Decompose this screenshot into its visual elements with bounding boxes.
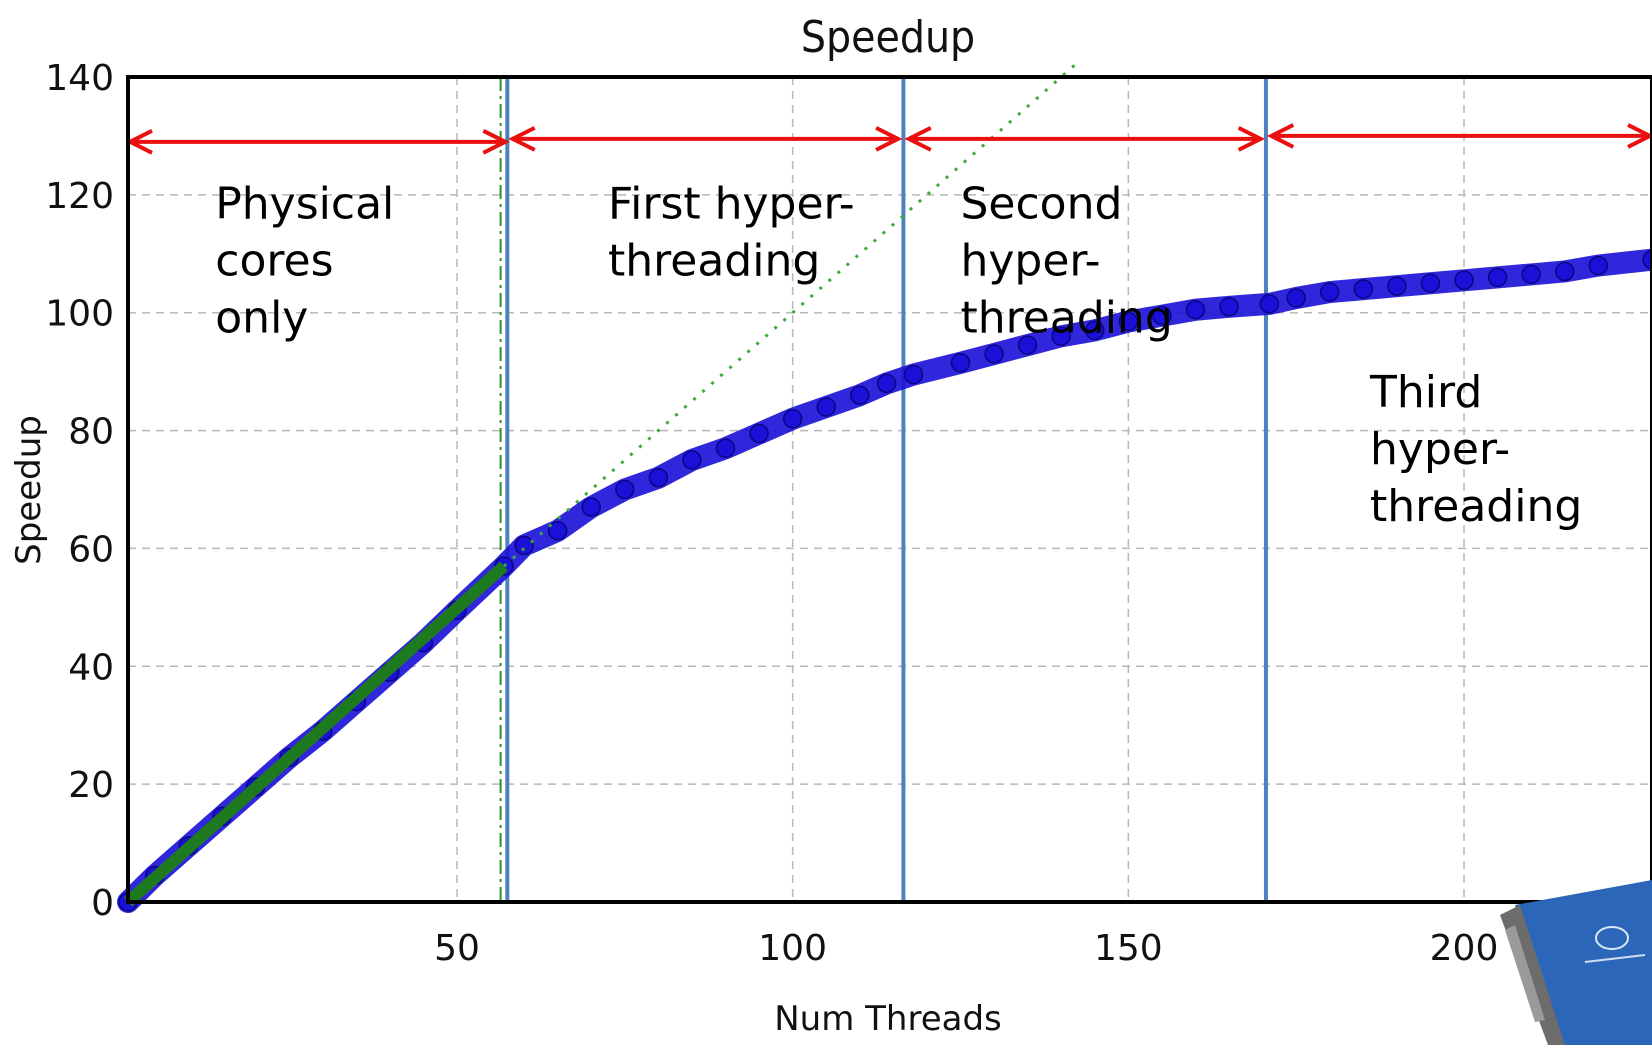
chart-title: Speedup xyxy=(801,12,975,63)
speedup-point xyxy=(715,438,736,458)
linear-speedup-line-core xyxy=(125,563,507,905)
region-arrows xyxy=(125,123,1652,155)
y-tick-label: 40 xyxy=(68,647,114,688)
y-tick-label: 80 xyxy=(68,412,114,453)
y-tick-label: 140 xyxy=(45,58,114,99)
region-arrow xyxy=(904,126,1266,152)
speedup-point xyxy=(1051,326,1071,347)
speedup-point xyxy=(816,397,836,417)
data-series xyxy=(117,64,1652,913)
x-tick-label: 150 xyxy=(1094,928,1163,969)
region-arrow xyxy=(125,129,510,155)
region-arrow xyxy=(1266,123,1652,149)
y-tick-label: 120 xyxy=(45,176,114,217)
region-arrow-head-right xyxy=(482,129,510,155)
x-axis-label: Num Threads xyxy=(774,999,1002,1039)
y-tick-label: 20 xyxy=(68,765,114,806)
speedup-point xyxy=(682,450,702,470)
speedup-point xyxy=(1588,255,1609,276)
y-tick-label: 0 xyxy=(91,883,114,924)
speedup-point xyxy=(1219,297,1239,317)
speedup-band xyxy=(117,248,1652,913)
speedup-point xyxy=(1152,305,1172,326)
region-dividers xyxy=(499,77,1268,902)
speedup-point xyxy=(1554,261,1575,282)
region-label-line: Physical xyxy=(215,178,394,229)
speedup-point xyxy=(1259,294,1280,314)
speedup-point xyxy=(1353,279,1374,299)
region-label-line: hyper- xyxy=(1370,424,1510,475)
speedup-point xyxy=(782,409,803,429)
speedup-point xyxy=(1286,288,1306,308)
x-tick-label: 100 xyxy=(758,928,827,969)
region-label-line: Third xyxy=(1369,367,1482,418)
region-label: Physical cores only xyxy=(215,178,394,343)
speedup-point xyxy=(514,535,534,556)
intel-coprocessor-card-icon xyxy=(1500,880,1652,1045)
speedup-point xyxy=(850,385,870,405)
plot-frame xyxy=(126,75,1652,904)
speedup-point xyxy=(984,344,1004,364)
region-label-line: cores xyxy=(215,235,333,286)
speedup-point xyxy=(547,521,568,541)
speedup-point xyxy=(1487,267,1508,288)
speedup-point xyxy=(876,373,897,394)
region-label-line: only xyxy=(215,292,308,343)
region-arrow-head-left xyxy=(508,126,536,152)
speedup-point xyxy=(615,479,635,500)
region-label-line: threading xyxy=(1370,481,1582,532)
speedup-point xyxy=(1521,264,1541,285)
region-label: Third hyper-threading xyxy=(1369,367,1582,532)
region-label-line: threading xyxy=(608,235,820,286)
region-arrow-head-left xyxy=(1266,123,1295,149)
region-arrow-head-left xyxy=(904,126,932,152)
speedup-point xyxy=(1319,282,1340,302)
region-label: First hyper-threading xyxy=(608,178,855,286)
speedup-point xyxy=(1017,335,1038,355)
speedup-point xyxy=(1420,273,1441,293)
tick-labels: 50 100 150 200 0 20 40 60 80 100 120 140 xyxy=(45,58,1498,969)
speedup-point xyxy=(1387,276,1407,296)
speedup-point xyxy=(749,423,769,444)
region-label-line: First hyper- xyxy=(608,178,855,229)
region-arrow-head-right xyxy=(1237,126,1266,152)
speedup-point xyxy=(1085,320,1105,341)
region-label-line: threading xyxy=(960,292,1172,343)
region-arrow-head-right xyxy=(875,126,903,152)
speedup-point xyxy=(1642,249,1652,270)
x-tick-label: 50 xyxy=(434,928,480,969)
y-tick-label: 60 xyxy=(68,529,114,570)
speedup-point xyxy=(648,467,669,488)
x-tick-label: 200 xyxy=(1430,928,1499,969)
region-label: Second hyper-threading xyxy=(960,178,1172,343)
region-arrow xyxy=(508,126,903,152)
region-label-line: Second xyxy=(960,178,1122,229)
speedup-point xyxy=(1185,300,1206,320)
speedup-point xyxy=(581,497,601,517)
region-label-line: hyper- xyxy=(960,235,1100,286)
speedup-point xyxy=(950,353,971,373)
y-axis-label: Speedup xyxy=(9,415,49,565)
speedup-point xyxy=(1118,311,1139,332)
y-tick-label: 100 xyxy=(45,294,114,335)
speedup-point xyxy=(1454,270,1474,291)
speedup-point xyxy=(903,364,924,385)
